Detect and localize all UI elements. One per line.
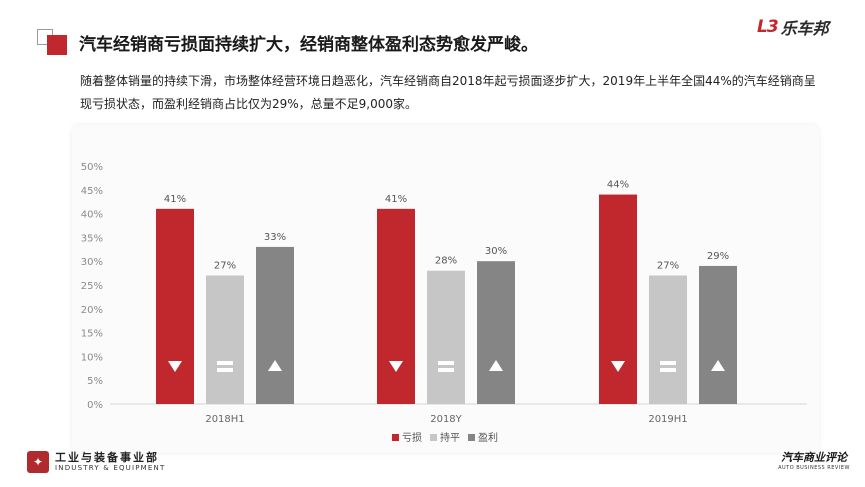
bar (377, 208, 415, 404)
y-tick-label: 40% (81, 210, 103, 221)
y-tick-label: 10% (81, 352, 103, 363)
y-tick-label: 20% (81, 305, 103, 316)
bar (256, 246, 294, 404)
data-label: 44% (607, 180, 629, 191)
bar-chart: 0% 5% 10% 15% 20% 25% 30% 35% 40% 45% 50% 41% 27% 33%… (81, 162, 807, 444)
footer-left-logo-cn: 工业与装备事业部 (55, 450, 159, 464)
up-triangle-icon (711, 360, 725, 371)
data-label: 41% (164, 194, 186, 205)
chart-panel: 0% 5% 10% 15% 20% 25% 30% 35% 40% 45% 50% 41% 27% 33%… (72, 125, 819, 453)
legend-swatch (468, 434, 475, 441)
equals-icon (660, 368, 676, 372)
footer-right-logo: 汽车商业评论 AUTO BUSINESS REVIEW (770, 449, 858, 471)
y-tick-label: 15% (81, 329, 103, 340)
up-triangle-icon (489, 360, 503, 371)
y-tick-label: 0% (87, 400, 103, 411)
title-marker (47, 35, 67, 55)
x-tick-label: 2018H1 (205, 414, 244, 425)
legend-swatch (392, 434, 399, 441)
y-tick-label: 45% (81, 186, 103, 197)
x-tick-label: 2018Y (430, 414, 462, 425)
y-tick-label: 30% (81, 257, 103, 268)
y-tick-label: 35% (81, 233, 103, 244)
data-label: 27% (214, 260, 236, 271)
bar (477, 261, 515, 404)
equals-icon (217, 361, 233, 365)
equals-icon (438, 368, 454, 372)
description-text: 随着整体销量的持续下滑，市场整体经营环境日趋恶化，汽车经销商自2018年起亏损面… (80, 74, 816, 111)
legend-label: 持平 (440, 431, 460, 444)
data-label: 27% (657, 260, 679, 271)
data-label: 33% (264, 232, 286, 243)
brand-name: 乐车邦 (780, 19, 829, 38)
footer-left-logo: ✦ 工业与装备事业部 INDUSTRY & EQUIPMENT (27, 451, 165, 473)
bar (599, 194, 637, 404)
bar (206, 275, 244, 404)
footer-right-logo-en: AUTO BUSINESS REVIEW (778, 465, 850, 471)
footer-right-logo-cn: 汽车商业评论 (781, 451, 847, 464)
brand-logo: L3 乐车邦 (757, 16, 853, 38)
page-title: 汽车经销商亏损面持续扩大，经销商整体盈利态势愈发严峻。 (79, 35, 538, 55)
down-triangle-icon (611, 361, 625, 372)
data-label: 28% (435, 256, 457, 267)
y-tick-label: 5% (87, 376, 103, 387)
data-label: 29% (707, 251, 729, 262)
equals-icon (660, 361, 676, 365)
down-triangle-icon (389, 361, 403, 372)
equals-icon (217, 368, 233, 372)
x-tick-label: 2019H1 (648, 414, 687, 425)
bar (427, 270, 465, 404)
legend-swatch (430, 434, 437, 441)
brand-mark-icon: L3 (757, 17, 779, 37)
down-triangle-icon (168, 361, 182, 372)
legend-label: 盈利 (478, 432, 498, 444)
footer-left-logo-en: INDUSTRY & EQUIPMENT (55, 463, 166, 472)
bar (649, 275, 687, 404)
bar (699, 265, 737, 404)
y-tick-label: 50% (81, 162, 103, 173)
legend-label: 亏损 (402, 431, 422, 444)
equals-icon (438, 361, 454, 365)
seal-icon: ✦ (27, 451, 49, 473)
data-label: 30% (485, 246, 507, 257)
bar (156, 208, 194, 404)
y-tick-label: 25% (81, 281, 103, 292)
up-triangle-icon (268, 360, 282, 371)
data-label: 41% (385, 194, 407, 205)
